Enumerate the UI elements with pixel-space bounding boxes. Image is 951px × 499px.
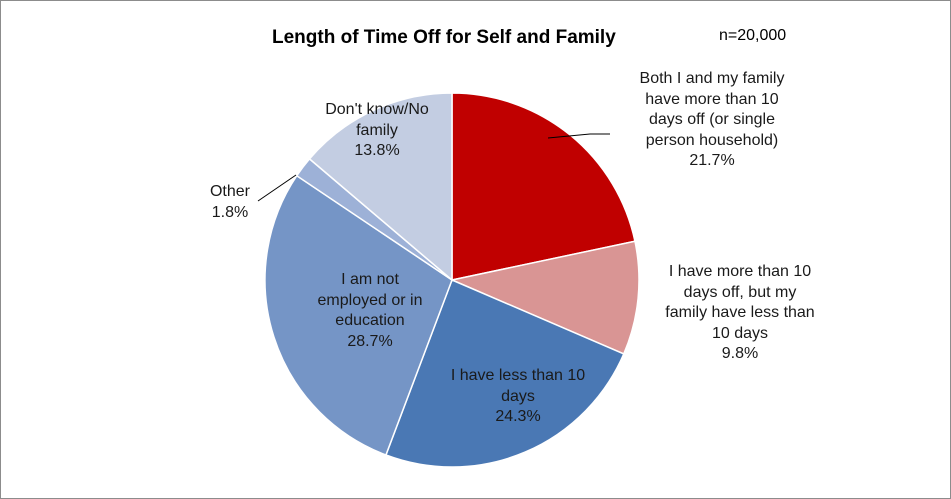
slice-label-both-more-than-10: Both I and my family have more than 10 d… bbox=[639, 70, 785, 169]
leader-line-both-more-than-10 bbox=[547, 133, 610, 139]
slice-dont-know bbox=[308, 92, 453, 282]
chart-title: Length of Time Off for Self and Family bbox=[272, 27, 616, 48]
leader-line-other bbox=[257, 174, 297, 202]
slice-label-less-than-10: I have less than 10 days 24.3% bbox=[450, 367, 586, 425]
slice-label-not-employed: I am not employed or in education 28.7% bbox=[317, 271, 423, 350]
sample-size-note: n=20,000 bbox=[719, 27, 787, 44]
slice-label-self-more-family-less: I have more than 10 days off, but my fam… bbox=[665, 263, 815, 362]
slice-both-more-than-10 bbox=[451, 92, 636, 281]
slice-not-employed bbox=[264, 174, 453, 456]
slice-self-more-family-less bbox=[449, 240, 640, 355]
slice-label-dont-know: Don't know/No family 13.8% bbox=[325, 101, 429, 159]
slice-less-than-10 bbox=[384, 279, 625, 468]
slice-label-other: Other 1.8% bbox=[209, 183, 250, 221]
